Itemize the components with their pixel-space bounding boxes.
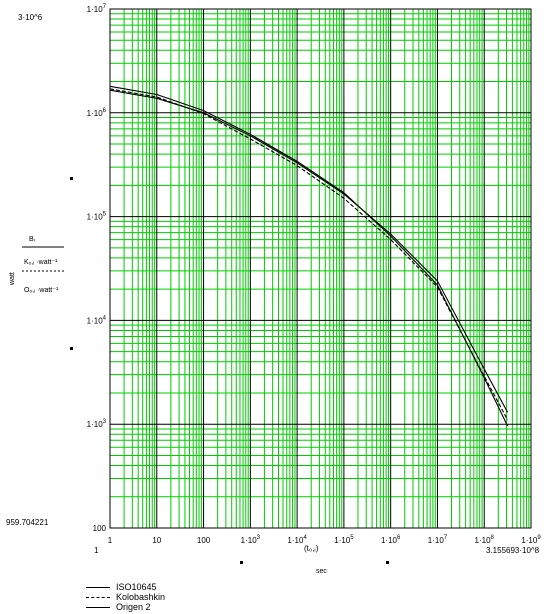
series-line-1 bbox=[109, 88, 509, 421]
x-axis-main-label: (t₀,ᵢ) bbox=[304, 544, 319, 553]
x-tick-label: 1·105 bbox=[334, 535, 354, 545]
x-tick-label: 10 bbox=[152, 536, 161, 545]
x-left-label: 1 bbox=[94, 546, 99, 555]
y-axis-label-watt: watt bbox=[9, 272, 16, 286]
x-tick-label: 1·107 bbox=[428, 535, 448, 545]
x-axis-marker-1 bbox=[240, 561, 243, 564]
y-tick-label: 1·103 bbox=[87, 419, 107, 429]
x-tick-label: 1·104 bbox=[287, 535, 307, 545]
x-tick-label: 100 bbox=[197, 536, 211, 545]
plot-frame bbox=[109, 8, 532, 529]
y-tick-label: 1·107 bbox=[87, 4, 107, 14]
y-axis-label-o: Oₒ,ᵢ ·watt⁻¹ bbox=[24, 287, 59, 294]
y-axis-label-k: Kₒ,ᵢ ·watt⁻¹ bbox=[24, 259, 58, 266]
x-right-label: 3.155693·10^8 bbox=[486, 546, 540, 555]
legend-swatch-dashed bbox=[86, 596, 110, 598]
y-tick-label: 1·106 bbox=[87, 108, 107, 118]
legend-label: Origen 2 bbox=[116, 602, 151, 612]
y-top-label: 3·10^6 bbox=[18, 13, 43, 22]
y-tick-labels: 100 1·103 1·104 1·105 1·106 1·107 bbox=[87, 4, 107, 533]
y-axis-marker-1 bbox=[70, 177, 73, 180]
y-axis-label-stack: watt Bᵢ Kₒ,ᵢ ·watt⁻¹ Oₒ,ᵢ ·watt⁻¹ bbox=[9, 236, 64, 294]
x-axis-marker-2 bbox=[386, 561, 389, 564]
legend-item-iso10645: ISO10645 bbox=[86, 582, 165, 592]
x-tick-label: 1·109 bbox=[521, 535, 541, 545]
series-lines bbox=[109, 85, 509, 427]
x-tick-label: 1·106 bbox=[381, 535, 401, 545]
grid-lines bbox=[110, 9, 531, 528]
x-axis-unit-label: sec bbox=[316, 568, 327, 575]
legend-swatch-solid bbox=[86, 606, 110, 608]
y-tick-label: 1·104 bbox=[87, 315, 107, 325]
y-axis-label-b: Bᵢ bbox=[29, 236, 35, 243]
legend: ISO10645 Kolobashkin Origen 2 bbox=[86, 582, 165, 612]
x-tick-label: 1·103 bbox=[241, 535, 261, 545]
y-tick-label: 100 bbox=[93, 524, 107, 533]
legend-label: Kolobashkin bbox=[116, 592, 166, 602]
legend-swatch-solid bbox=[86, 586, 110, 588]
legend-item-kolobashkin: Kolobashkin bbox=[86, 592, 165, 602]
legend-item-origen-2: Origen 2 bbox=[86, 602, 165, 612]
y-axis-marker-2 bbox=[70, 347, 73, 350]
x-tick-label: 1·108 bbox=[475, 535, 495, 545]
x-tick-label: 1 bbox=[108, 536, 113, 545]
x-tick-labels: 1 10 100 1·103 1·104 1·105 1·106 1·107 1·108 1·10… bbox=[108, 535, 542, 545]
y-bottom-label: 959.704221 bbox=[6, 518, 49, 527]
legend-label: ISO10645 bbox=[116, 582, 157, 592]
series-line-2 bbox=[109, 89, 509, 413]
y-tick-label: 1·105 bbox=[87, 212, 107, 222]
